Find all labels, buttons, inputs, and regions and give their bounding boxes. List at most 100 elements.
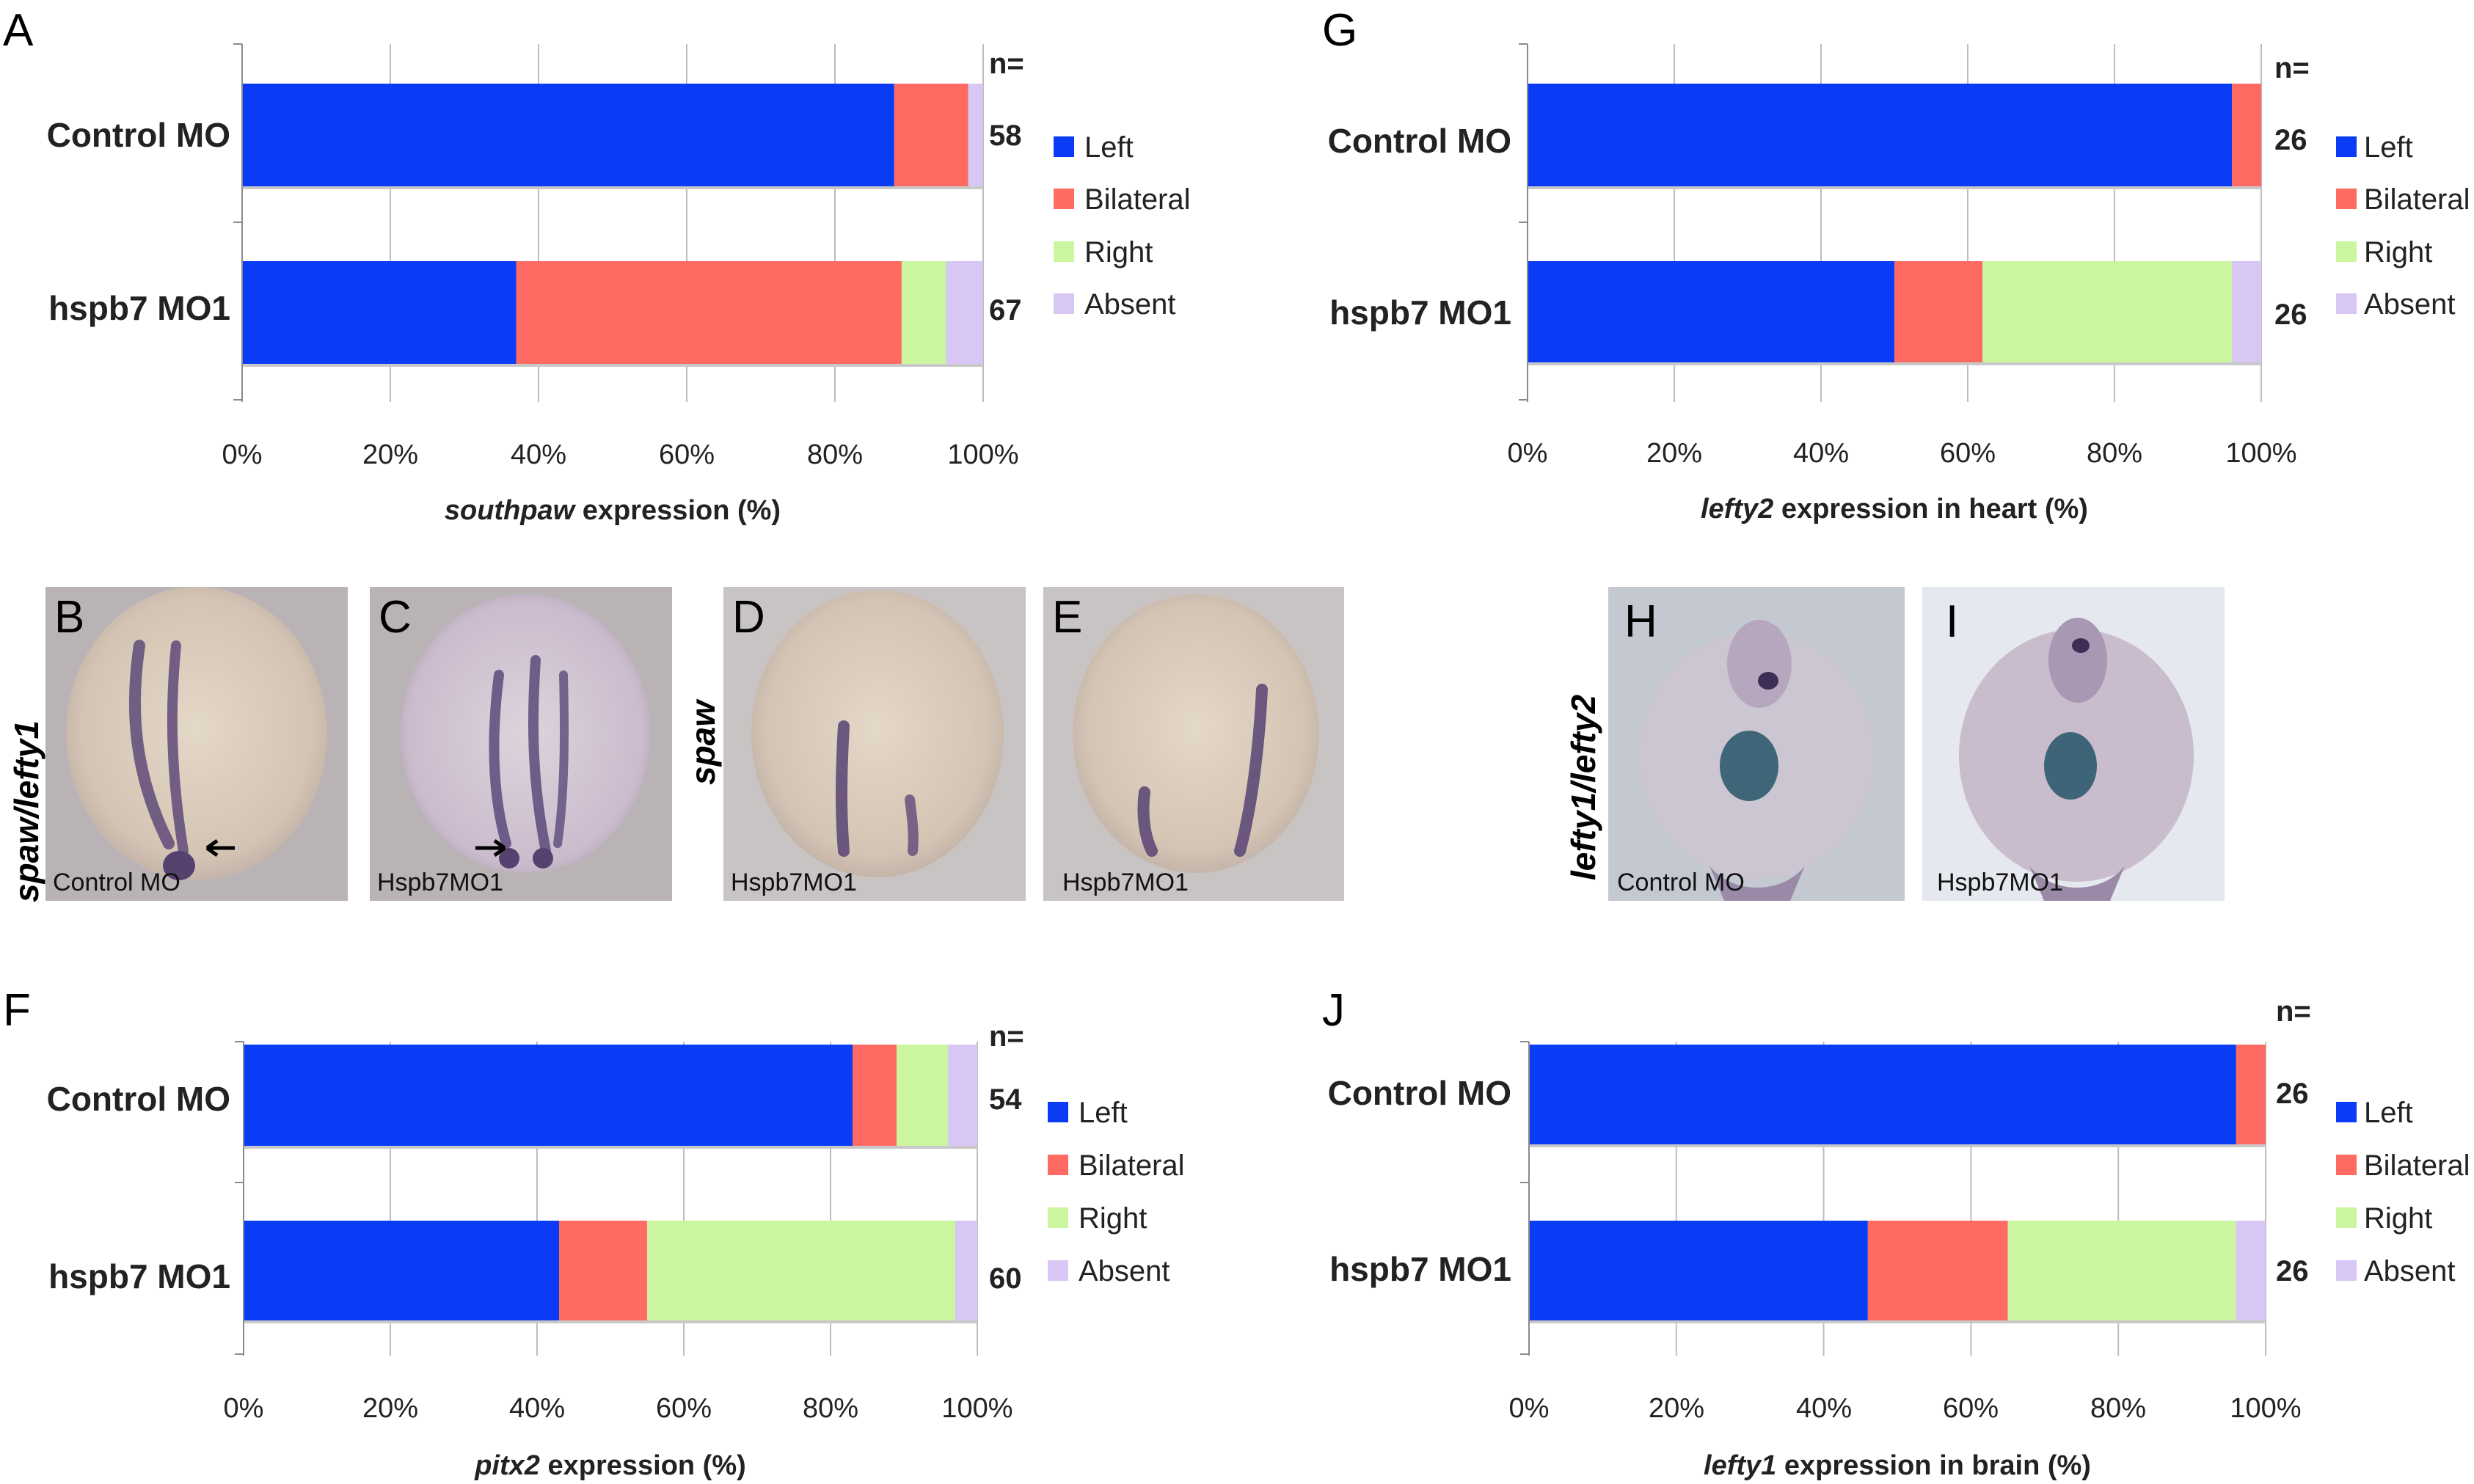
bar-segment-bilateral-control-mo [2236,1045,2266,1144]
side-label-text: spaw [684,698,722,785]
chart-lefty1-brain: J Control MO hspb7 MO1 n= 26 26 Left Bil… [1322,985,2470,1481]
chart-pitx2: F Control MO hspb7 MO1 n= 54 60 Left Bil… [3,985,1185,1481]
legend-label-left: Left [1084,131,1134,164]
photo-letter: C [379,592,412,643]
x-tick-label: 40% [509,1393,565,1424]
legend-label-right: Right [2364,236,2432,268]
x-tick-labels: 0% 20% 40% 60% 80% 100% [222,439,1019,470]
legend-label-bilateral: Bilateral [2364,183,2470,216]
stain-stripe [905,794,919,856]
bar-segment-bilateral-hspb7-mo1 [516,261,902,364]
n-value-control: 58 [989,120,1022,152]
x-tick-label: 0% [1508,438,1548,469]
legend-label-absent: Absent [1079,1255,1170,1287]
stain-stripe [553,670,569,848]
stain-stripe [836,720,850,857]
side-label-spaw: spaw [684,698,722,785]
x-tick-labels: 0% 20% 40% 60% 80% 100% [224,1393,1013,1424]
y-axis-tick-marks [1519,43,1528,401]
stain-stripe [1137,786,1158,857]
side-label-spaw-lefty1: spaw/lefty1 [7,720,45,902]
legend-swatch-right [1048,1207,1068,1228]
legend-swatch-bilateral [2336,1155,2357,1175]
bar-segment-left-control-mo [244,1045,853,1146]
stain-stripe [528,655,551,856]
bar-segment-bilateral-hspb7-mo1 [1894,261,1982,362]
stain-spot [2072,638,2090,653]
y-axis-tick-marks [233,43,242,401]
legend-swatch-bilateral [2336,189,2357,209]
bar-segment-right-hspb7-mo1 [901,261,946,364]
photo-letter: I [1946,596,1958,647]
head-region [2048,618,2107,703]
n-value-hspb7: 26 [2274,299,2307,331]
legend-label-left: Left [1079,1097,1128,1129]
x-tick-label: 20% [362,439,418,470]
legend-label-absent: Absent [1084,288,1176,321]
bar-segment-left-hspb7-mo1 [1528,261,1894,362]
x-axis-title-gene: lefty2 [1701,494,1773,524]
bar-segment-bilateral-control-mo [853,1045,897,1146]
n-header: n= [989,1020,1024,1053]
legend: Left Bilateral Right Absent [1048,1097,1185,1287]
photo-caption: Hspb7MO1 [731,869,857,896]
bar-segment-bilateral-hspb7-mo1 [1867,1221,2008,1320]
x-tick-label: 100% [947,439,1018,470]
bar-segment-absent-hspb7-mo1 [946,261,983,364]
n-value-hspb7: 67 [989,294,1022,326]
head-region [1727,620,1792,708]
x-tick-label: 20% [362,1393,418,1424]
x-tick-label: 100% [2230,1393,2301,1424]
x-axis-title: pitx2 expression (%) [474,1450,746,1481]
legend-label-absent: Absent [2364,1255,2456,1287]
y-axis-tick-marks [235,1041,244,1355]
bar-segment-absent-hspb7-mo1 [2236,1221,2266,1320]
bar-segment-right-control-mo [897,1045,948,1146]
photo-caption: Hspb7MO1 [1062,869,1189,896]
x-tick-label: 40% [511,439,566,470]
arrow-icon [205,838,235,858]
chart-lefty2-heart: G Control MO hspb7 MO1 n= 26 26 Left Bil… [1322,5,2470,524]
x-tick-label: 20% [1649,1393,1704,1424]
photo-panel-b: B Control MO [45,587,348,901]
panel-letter-g: G [1322,5,1357,56]
n-value-control: 26 [2274,124,2307,156]
category-label-hspb7: hspb7 MO1 [1329,293,1511,332]
legend-swatch-left [1048,1102,1068,1122]
photo-caption: Hspb7MO1 [377,869,503,896]
stain-stripe [1234,684,1268,857]
n-header: n= [2274,52,2310,84]
legend-label-bilateral: Bilateral [2364,1149,2470,1182]
arrow-icon [475,838,506,858]
n-value-hspb7: 60 [989,1262,1022,1295]
bar-segment-left-hspb7-mo1 [1529,1221,1868,1320]
tail-region [1709,866,1805,901]
legend-swatch-right [1054,241,1074,262]
legend: Left Bilateral Right Absent [2336,131,2470,321]
category-label-control: Control MO [1328,122,1511,160]
stain-spot [499,848,519,869]
legend-swatch-left [2336,1102,2357,1122]
bar-segment-left-hspb7-mo1 [244,1221,559,1320]
bar-shadow [244,1320,977,1323]
legend-swatch-absent [2336,293,2357,314]
heart-stain [2044,732,2097,800]
photo-panel-c: C Hspb7MO1 [370,587,672,901]
bar-segment-bilateral-control-mo [894,84,968,186]
x-axis-title-rest: expression (%) [574,495,781,526]
x-tick-label: 80% [803,1393,858,1424]
category-label-control: Control MO [47,1080,230,1118]
bars [1528,84,2261,365]
stain-spot [1758,672,1778,690]
bars [244,1045,977,1323]
legend-swatch-left [1054,136,1074,157]
n-value-hspb7: 26 [2276,1255,2309,1287]
legend-swatch-right [2336,1207,2357,1228]
x-tick-label: 100% [941,1393,1012,1424]
bars [242,84,983,367]
panel-letter-j: J [1322,985,1345,1036]
embryo [401,594,650,873]
stain-stripe [489,670,511,849]
y-axis-tick-marks [1520,1041,1529,1355]
x-tick-label: 60% [1940,438,1996,469]
